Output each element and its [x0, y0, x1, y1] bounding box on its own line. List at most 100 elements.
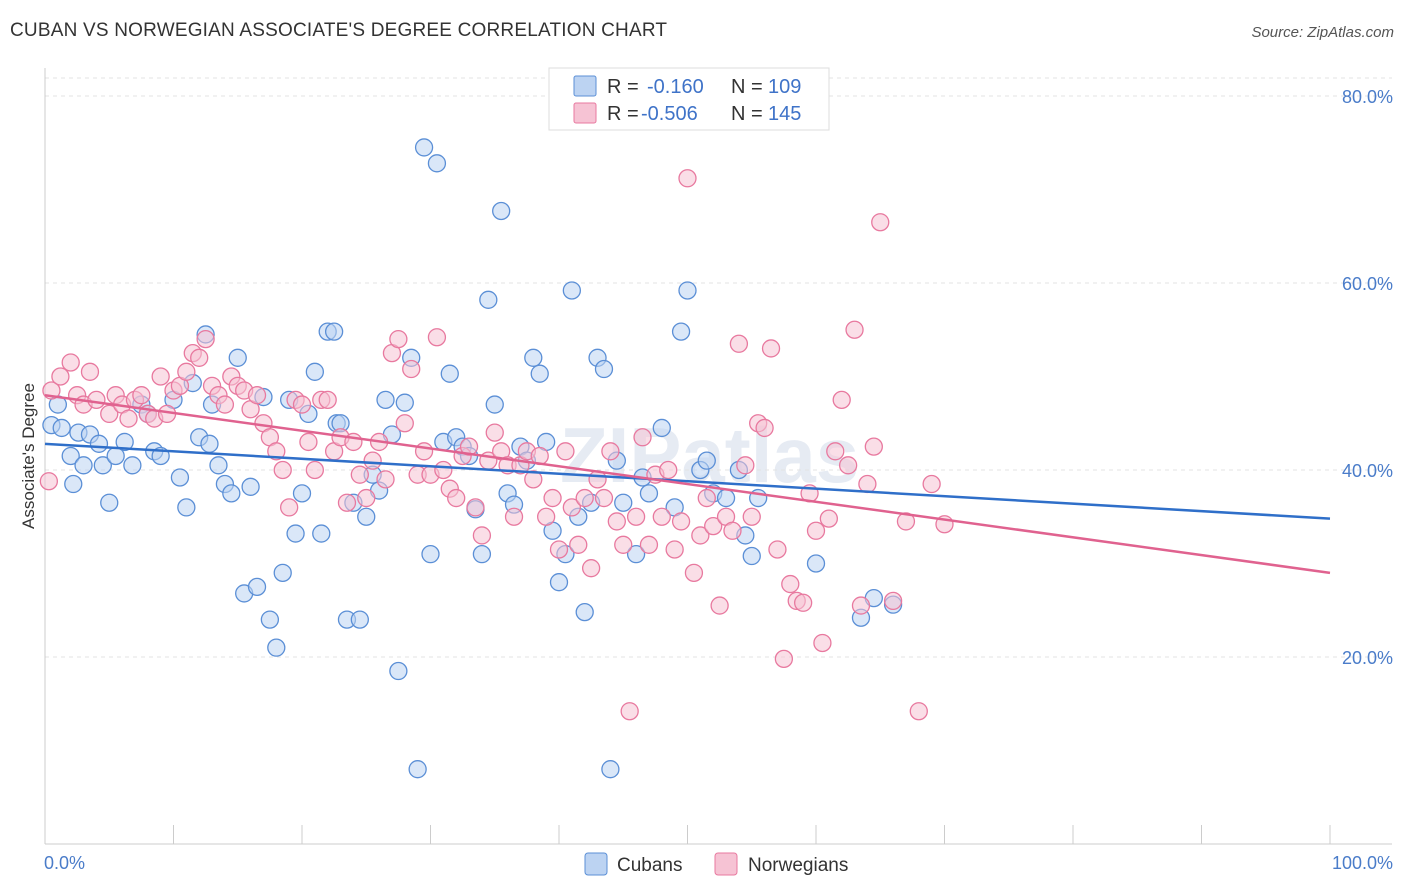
- cubans-point: [324, 322, 344, 341]
- norwegians-point: [504, 507, 524, 526]
- norwegians-point: [61, 353, 80, 372]
- cubans-point: [575, 602, 594, 622]
- cubans-point: [626, 545, 646, 564]
- norwegians-point: [273, 460, 292, 480]
- cubans-point: [177, 498, 196, 517]
- norwegians-point: [729, 334, 749, 353]
- cubans-point: [241, 477, 260, 496]
- bottom-legend-label-cubans: Cubans: [617, 855, 683, 876]
- cubans-point: [200, 434, 219, 453]
- norwegians-point: [151, 367, 170, 386]
- norwegians-point: [896, 512, 916, 531]
- norwegians-point: [472, 526, 492, 545]
- cubans-point: [305, 362, 325, 381]
- cubans-point: [209, 456, 228, 475]
- cubans-point: [440, 364, 459, 383]
- norwegians-point: [363, 451, 382, 470]
- x-tick-label-min: 0.0%: [44, 853, 85, 873]
- norwegians-point: [614, 535, 633, 554]
- chart-title: CUBAN VS NORWEGIAN ASSOCIATE'S DEGREE CO…: [10, 20, 668, 41]
- cubans-point: [479, 290, 498, 309]
- cubans-point: [671, 322, 691, 341]
- norwegians-point: [639, 535, 659, 554]
- legend-n-label-norwegians: N =: [731, 103, 763, 125]
- norwegians-point: [665, 540, 684, 559]
- norwegians-point: [691, 526, 710, 545]
- cubans-point: [100, 493, 119, 512]
- norwegians-point: [858, 474, 877, 494]
- norwegians-point: [357, 488, 376, 508]
- cubans-point: [260, 610, 280, 629]
- norwegians-point: [871, 213, 890, 232]
- cubans-point: [89, 434, 109, 453]
- series-legend: Cubans Norwegians: [584, 852, 848, 876]
- norwegians-point: [781, 574, 800, 594]
- cubans-point: [530, 364, 549, 383]
- norwegians-point: [581, 559, 601, 578]
- cubans-point: [472, 545, 492, 564]
- norwegians-point: [389, 329, 408, 349]
- norwegians-point: [80, 362, 100, 381]
- cubans-point: [697, 451, 716, 470]
- norwegians-point: [215, 395, 235, 414]
- x-tick-label-max: 100.0%: [1332, 853, 1393, 873]
- norwegians-point: [279, 498, 299, 517]
- legend-r-label-cubans: R =: [607, 76, 639, 98]
- cubans-point: [485, 395, 504, 414]
- norwegians-point: [569, 535, 588, 554]
- norwegians-point: [318, 390, 337, 410]
- norwegians-point: [267, 442, 286, 461]
- y-tick-label: 80.0%: [1342, 87, 1393, 107]
- tick-labels: 20.0% 40.0% 60.0% 80.0% 0.0% 100.0%: [44, 87, 1393, 873]
- cubans-point: [524, 348, 543, 367]
- norwegians-point: [652, 507, 671, 526]
- norwegians-point: [447, 488, 466, 508]
- cubans-point: [742, 546, 761, 566]
- norwegians-point: [395, 414, 414, 433]
- cubans-point: [389, 661, 408, 681]
- norwegians-point: [697, 488, 716, 508]
- cubans-point: [93, 456, 112, 475]
- norwegians-point: [466, 498, 485, 517]
- norwegians-point: [826, 442, 845, 461]
- cubans-point: [123, 456, 142, 475]
- cubans-point: [247, 577, 267, 597]
- cubans-point: [273, 563, 292, 582]
- cubans-point: [716, 488, 736, 508]
- legend-n-label-cubans: N =: [731, 76, 763, 98]
- norwegians-point: [132, 386, 151, 405]
- correlation-legend: R = -0.160 N = 109 R = -0.506 N = 145: [548, 67, 830, 131]
- norwegians-point: [247, 386, 267, 405]
- legend-r-value-norwegians: -0.506: [641, 103, 698, 125]
- y-tick-label: 20.0%: [1342, 648, 1393, 668]
- cubans-point: [267, 638, 286, 657]
- norwegians-point: [350, 465, 369, 484]
- norwegians-point: [601, 442, 620, 461]
- norwegians-point: [196, 329, 215, 349]
- norwegians-point: [794, 593, 813, 612]
- cubans-point: [52, 418, 71, 438]
- norwegians-point: [575, 488, 594, 508]
- cubans-point: [408, 760, 427, 779]
- norwegians-point: [427, 328, 447, 347]
- cubans-point: [222, 484, 241, 503]
- norwegians-point: [434, 460, 453, 480]
- norwegians-point: [556, 442, 575, 461]
- norwegians-point: [671, 512, 691, 531]
- norwegians-point: [51, 367, 70, 386]
- cubans-point: [357, 507, 376, 526]
- norwegians-point: [774, 649, 794, 669]
- cubans-point: [652, 418, 671, 438]
- cubans-point: [806, 554, 826, 573]
- norwegians-point: [485, 423, 504, 442]
- norwegians-point: [755, 418, 774, 438]
- norwegians-point: [524, 470, 543, 489]
- norwegians-point: [402, 359, 421, 379]
- y-tick-label: 60.0%: [1342, 274, 1393, 294]
- cubans-point: [64, 474, 83, 494]
- bottom-legend-label-norwegians: Norwegians: [748, 855, 848, 876]
- norwegians-point: [678, 169, 697, 188]
- norwegians-point: [414, 442, 434, 461]
- norwegians-point: [562, 498, 581, 517]
- cubans-point: [678, 281, 697, 300]
